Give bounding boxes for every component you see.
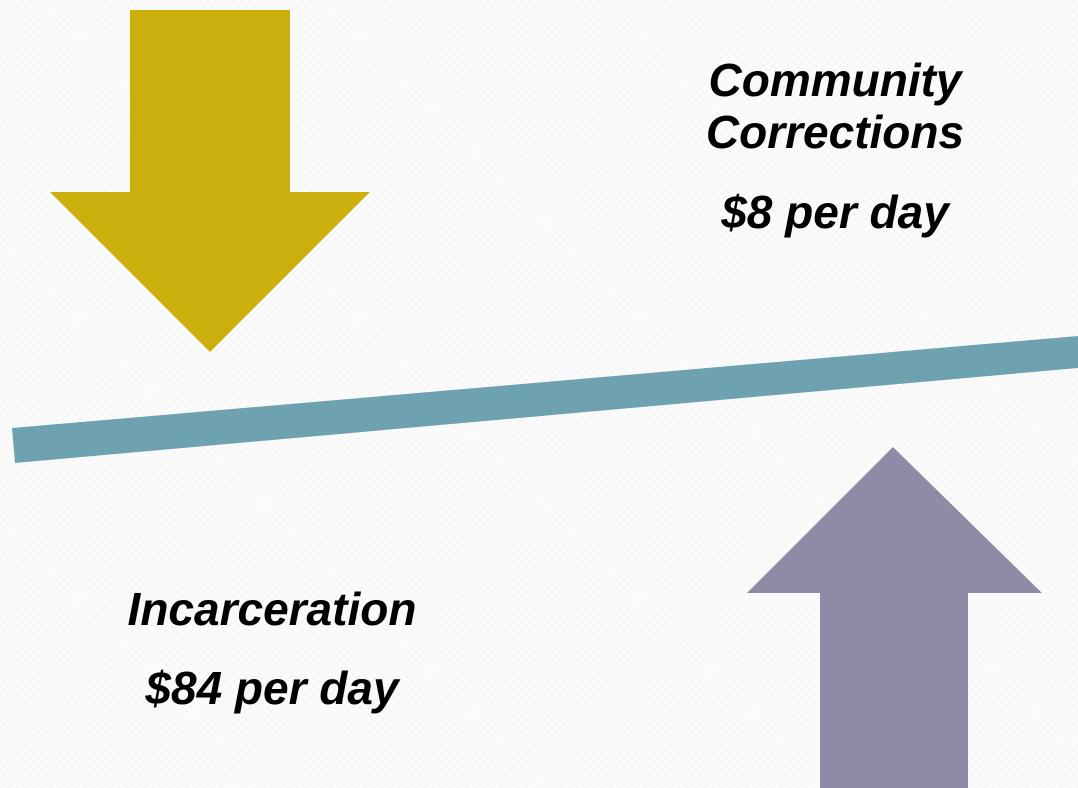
balance-beam [12, 336, 1078, 463]
incarceration-title: Incarceration [127, 583, 417, 635]
community-corrections-title: Community Corrections [660, 54, 1010, 158]
community-corrections-cost: $8 per day [721, 186, 949, 238]
arrow-down-icon [50, 10, 370, 352]
community-title-line-1: Community [708, 54, 962, 106]
community-title-line-2: Corrections [705, 106, 965, 158]
incarceration-cost: $84 per day [145, 662, 399, 714]
arrow-up-icon [747, 447, 1042, 788]
